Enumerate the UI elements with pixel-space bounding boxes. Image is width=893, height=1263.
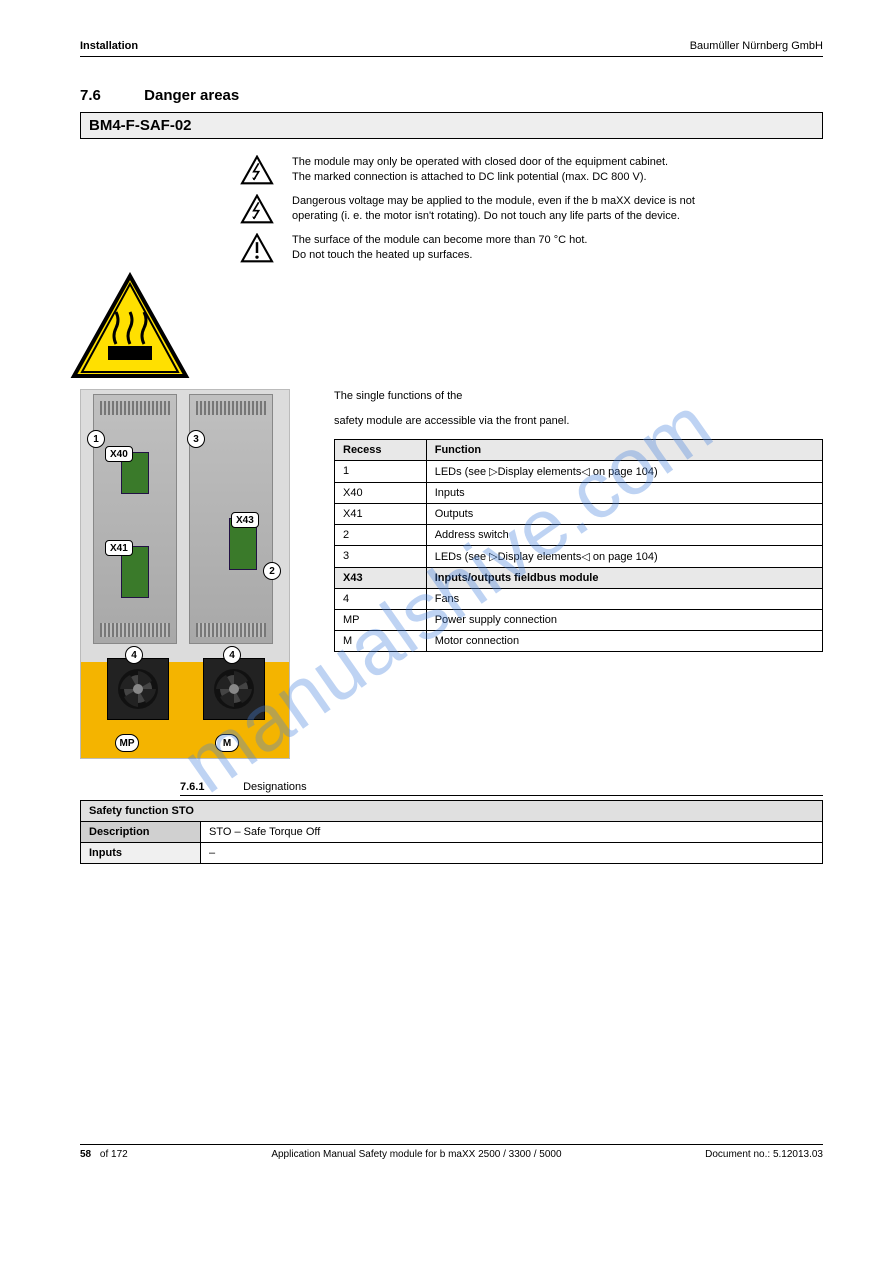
table-row: X43Inputs/outputs fieldbus module: [335, 567, 823, 588]
danger-block: The module may only be operated with clo…: [240, 155, 823, 188]
table-header: Recess: [335, 439, 427, 460]
front-panel-intro-top: The single functions of the: [334, 389, 823, 404]
device-figure: 1 3 2 4 4 MP M X40 X41 X43: [80, 389, 310, 759]
cell: 2: [335, 524, 427, 545]
cell: –: [201, 843, 823, 864]
device-photo: 1 3 2 4 4 MP M X40 X41 X43: [80, 389, 290, 759]
cell: Outputs: [426, 503, 822, 524]
callout-4: 4: [223, 646, 241, 664]
label-x43: X43: [231, 512, 259, 528]
callout-2: 2: [263, 562, 281, 580]
device-module-left: [93, 394, 177, 644]
section-heading: 7.6 Danger areas: [80, 87, 823, 104]
cell: Inputs: [81, 843, 201, 864]
footer-doc-title: Application Manual Safety module for b m…: [271, 1149, 561, 1160]
label-x40: X40: [105, 446, 133, 462]
front-panel-intro-bottom: safety module are accessible via the fro…: [334, 414, 823, 429]
caution-icon: [240, 233, 274, 266]
callout-m: M: [215, 734, 239, 752]
danger-line: The module may only be operated with clo…: [292, 155, 668, 170]
cell: Address switch: [426, 524, 822, 545]
cell: 1: [335, 460, 427, 482]
table-row: Safety function STO: [81, 801, 823, 822]
designations-table: Safety function STO DescriptionSTO – Saf…: [80, 800, 823, 864]
callout-4: 4: [125, 646, 143, 664]
header-rule: [80, 56, 823, 57]
table-row: Inputs–: [81, 843, 823, 864]
danger-text: The surface of the module can become mor…: [292, 233, 587, 263]
table-row: X40Inputs: [335, 482, 823, 503]
cell: LEDs (see ▷Display elements◁ on page 104…: [426, 545, 822, 567]
label-x41: X41: [105, 540, 133, 556]
section-bar: BM4-F-SAF-02: [80, 112, 823, 139]
callout-3: 3: [187, 430, 205, 448]
table-row: DescriptionSTO – Safe Torque Off: [81, 822, 823, 843]
danger-block: Dangerous voltage may be applied to the …: [240, 194, 823, 227]
cell: 4: [335, 588, 427, 609]
table-row: MMotor connection: [335, 630, 823, 651]
cell: Description: [81, 822, 201, 843]
front-panel-table: Recess Function 1LEDs (see ▷Display elem…: [334, 439, 823, 652]
hot-surface-icon: [70, 272, 823, 385]
table-header: Function: [426, 439, 822, 460]
danger-line: The surface of the module can become mor…: [292, 233, 587, 248]
danger-text: The module may only be operated with clo…: [292, 155, 668, 185]
footer-page: 58 of 172: [80, 1149, 128, 1160]
subsection-number: 7.6.1: [180, 781, 240, 793]
cell: X41: [335, 503, 427, 524]
danger-line: operating (i. e. the motor isn't rotatin…: [292, 209, 695, 224]
header-product: Baumüller Nürnberg GmbH: [690, 40, 823, 52]
header-chapter: Installation: [80, 40, 138, 52]
cell: Inputs: [426, 482, 822, 503]
danger-block: The surface of the module can become mor…: [240, 233, 823, 266]
cell: M: [335, 630, 427, 651]
cell: X40: [335, 482, 427, 503]
high-voltage-icon: [240, 194, 274, 227]
cell: LEDs (see ▷Display elements◁ on page 104…: [426, 460, 822, 482]
fan-left: [107, 658, 169, 720]
cell: Fans: [426, 588, 822, 609]
danger-line: Do not touch the heated up surfaces.: [292, 248, 587, 263]
table-row: 4Fans: [335, 588, 823, 609]
fan-right: [203, 658, 265, 720]
section-title: Danger areas: [144, 87, 239, 104]
page-total: of 172: [100, 1149, 128, 1160]
danger-line: The marked connection is attached to DC …: [292, 170, 668, 185]
footer-doc-no: Document no.: 5.12013.03: [705, 1149, 823, 1160]
cell: Motor connection: [426, 630, 822, 651]
table-row: 3LEDs (see ▷Display elements◁ on page 10…: [335, 545, 823, 567]
cell: Inputs/outputs fieldbus module: [426, 567, 822, 588]
cell: 3: [335, 545, 427, 567]
subsection-title: Designations: [243, 781, 307, 793]
danger-text: Dangerous voltage may be applied to the …: [292, 194, 695, 224]
table-row: 1LEDs (see ▷Display elements◁ on page 10…: [335, 460, 823, 482]
table-row: X41Outputs: [335, 503, 823, 524]
page-footer: 58 of 172 Application Manual Safety modu…: [80, 1144, 823, 1160]
callout-mp: MP: [115, 734, 139, 752]
danger-line: Dangerous voltage may be applied to the …: [292, 194, 695, 209]
table-row: MPPower supply connection: [335, 609, 823, 630]
subsection-heading: 7.6.1 Designations: [180, 781, 823, 796]
cell: Safety function STO: [81, 801, 823, 822]
table-row: 2Address switch: [335, 524, 823, 545]
page-number: 58: [80, 1149, 91, 1160]
cell: STO – Safe Torque Off: [201, 822, 823, 843]
page-header: Installation Baumüller Nürnberg GmbH: [80, 40, 823, 52]
cell: Power supply connection: [426, 609, 822, 630]
cell: MP: [335, 609, 427, 630]
high-voltage-icon: [240, 155, 274, 188]
callout-1: 1: [87, 430, 105, 448]
section-number: 7.6: [80, 87, 140, 104]
cell: X43: [335, 567, 427, 588]
